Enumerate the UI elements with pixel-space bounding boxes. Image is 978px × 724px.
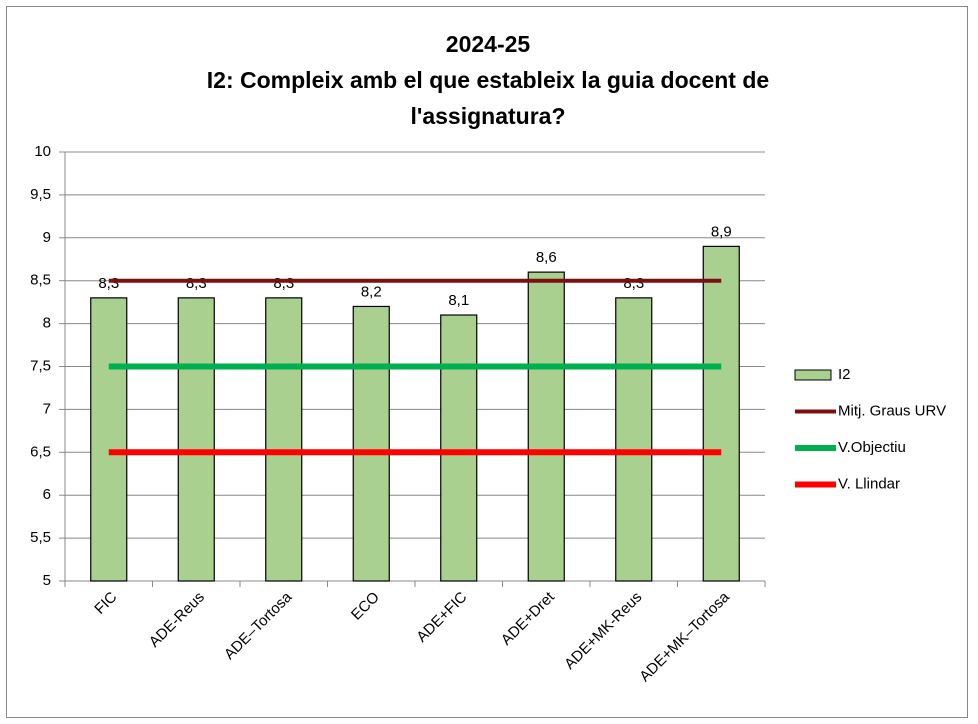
bar <box>527 271 565 582</box>
y-tick-label: 8 <box>43 315 51 332</box>
x-tick-label: ADE+MK-Reus <box>561 589 645 673</box>
y-tick-label: 5,5 <box>30 529 51 546</box>
data-label: 8,9 <box>711 223 732 240</box>
legend-label: Mitj. Graus URV <box>838 402 946 419</box>
y-tick-label: 9 <box>43 229 51 246</box>
y-tick-label: 9,5 <box>30 186 51 203</box>
x-tick-label: FIC <box>91 589 120 618</box>
data-label: 8,3 <box>98 275 119 292</box>
y-tick-label: 8,5 <box>30 272 51 289</box>
data-label: 8,6 <box>536 249 557 266</box>
legend-label: I2 <box>838 366 851 383</box>
y-tick-label: 6,5 <box>30 443 51 460</box>
y-tick-label: 7 <box>43 400 51 417</box>
subtitle: I2: Compleix amb el que estableix la gui… <box>206 67 770 129</box>
bar <box>615 297 653 582</box>
legend-label: V. Llindar <box>838 475 900 492</box>
bar <box>440 314 478 582</box>
bar <box>90 297 128 582</box>
x-tick-label: ADE+MK–Tortosa <box>636 588 733 685</box>
x-tick-label: ADE-Reus <box>146 589 208 651</box>
bar <box>352 305 390 582</box>
x-tick-label: ADE+FIC <box>413 588 470 645</box>
data-label: 8,3 <box>186 275 207 292</box>
x-tick-label: ADE+Dret <box>498 588 559 649</box>
data-label: 8,2 <box>361 283 382 300</box>
x-tick-label: ADE–Tortosa <box>221 588 296 663</box>
y-tick-label: 6 <box>43 486 51 503</box>
data-label: 8,1 <box>448 292 469 309</box>
y-tick-label: 7,5 <box>30 357 51 374</box>
data-label: 8,3 <box>273 275 294 292</box>
chart-title: 2024-25 I2: Compleix amb el que establei… <box>168 26 808 134</box>
legend-label: V.Objectiu <box>838 439 906 456</box>
data-label: 8,3 <box>623 275 644 292</box>
y-tick-label: 10 <box>34 143 51 160</box>
bar <box>265 297 303 582</box>
legend-swatch <box>794 369 832 381</box>
chart-frame <box>6 6 968 718</box>
y-tick-label: 5 <box>43 572 51 589</box>
title: 2024-25 <box>445 31 531 57</box>
x-tick-label: ECO <box>348 589 383 624</box>
bar <box>177 297 215 582</box>
bar <box>702 245 740 582</box>
